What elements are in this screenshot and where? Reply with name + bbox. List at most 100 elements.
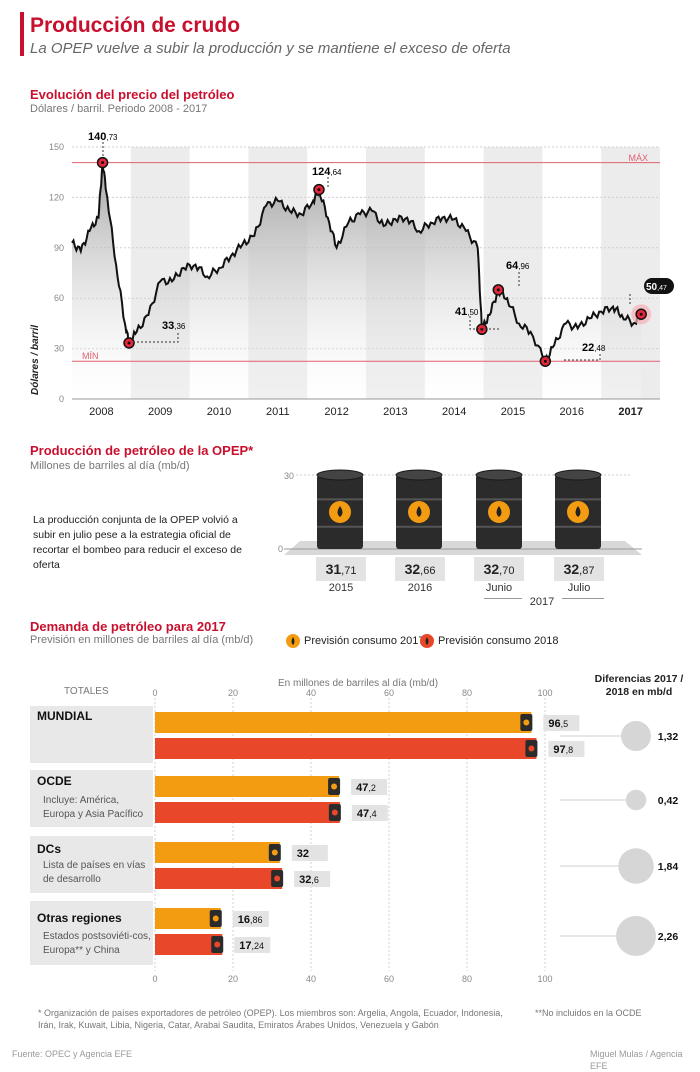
- group-box-dcs: [30, 836, 153, 893]
- y-tick-label: 30: [54, 344, 64, 354]
- group-desc-otras: Estados postsoviéti-cos, Europa** y Chin…: [43, 931, 151, 956]
- highlight-point-center: [543, 359, 547, 363]
- demand-axis-title: En millones de barriles al día (mb/d): [278, 678, 439, 689]
- demand-bar: [155, 738, 537, 759]
- highlight-point-center: [127, 341, 131, 345]
- demand-bar: [155, 908, 221, 929]
- page-title: Producción de crudo: [30, 14, 241, 37]
- demand-bar: [155, 712, 532, 733]
- demand-x-tick-bottom: 40: [306, 974, 316, 984]
- demand-x-tick-bottom: 20: [228, 974, 238, 984]
- x-tick-label: 2013: [383, 406, 407, 418]
- min-label: MÍN: [82, 351, 99, 361]
- y-tick-label: 60: [54, 293, 64, 303]
- callout-140: 140,73: [88, 131, 118, 159]
- y-tick-label: 150: [49, 142, 64, 152]
- group-title-ocde: OCDE: [37, 774, 72, 788]
- demand-value-label: 97,8: [553, 744, 573, 756]
- highlight-point-center: [496, 288, 500, 292]
- barrel-drop: [528, 745, 535, 752]
- prod-value: 32,66: [395, 557, 445, 581]
- callout-50: 50,47: [629, 278, 674, 306]
- demand-value-label: 47,4: [357, 808, 377, 820]
- demand-value-label: 96,5: [548, 718, 568, 730]
- max-label: MÁX: [628, 153, 648, 163]
- prod-value-int: 32: [483, 561, 500, 577]
- demand-value-box: [294, 871, 331, 887]
- prod-year-label: Junio: [485, 582, 513, 594]
- demand-value-box: [351, 779, 388, 795]
- highlight-point-center: [317, 188, 321, 192]
- footer-note-2: **No incluidos en la OCDE: [535, 1008, 642, 1018]
- svg-text:124,64: 124,64: [312, 166, 342, 178]
- svg-text:64,96: 64,96: [506, 260, 530, 272]
- legend-2018: Previsión consumo 2018: [420, 634, 558, 648]
- price-chart: MÁX MÍN Dólares / barril 150 120 90 60 30 0 2…: [30, 131, 674, 418]
- prod-year-label: Julio: [567, 582, 591, 594]
- drop-orange-icon: [286, 634, 300, 648]
- y-tick-label: 0: [59, 394, 64, 404]
- prod-value-int: 32: [404, 561, 421, 577]
- y-axis-label: Dólares / barril: [30, 325, 41, 395]
- barrel-drop: [271, 849, 278, 856]
- demand-x-tick-bottom: 80: [462, 974, 472, 984]
- demand-value-box: [234, 937, 271, 953]
- group-box-mundial: [30, 706, 153, 763]
- prod-value-int: 32: [563, 561, 580, 577]
- demand-value-box: [543, 715, 580, 731]
- demand-x-tick-bottom: 60: [384, 974, 394, 984]
- demand-value-label: 32: [297, 848, 309, 860]
- demand-bar: [155, 934, 223, 955]
- demand-value-label: 17,24: [239, 940, 264, 952]
- prod-year-label: 2016: [407, 582, 433, 594]
- group-desc-dcs: Lista de países en vías de desarrollo: [43, 860, 146, 885]
- x-tick-label: 2011: [266, 406, 290, 418]
- group-title-otras: Otras regiones: [37, 911, 122, 925]
- demand-value-box: [548, 741, 585, 757]
- legend-2017: Previsión consumo 2017: [286, 634, 424, 648]
- demand-x-tick-bottom: 0: [152, 974, 157, 984]
- demand-value-label: 16,86: [238, 914, 263, 926]
- title-accent-bar: [20, 12, 24, 56]
- demand-bar: [155, 842, 280, 863]
- prod-axis-top: 30: [284, 471, 294, 481]
- x-tick-label: 2016: [560, 406, 584, 418]
- callout-22: 22,48: [564, 342, 606, 361]
- prod-year-label: 2015: [328, 582, 354, 594]
- diff-bubble: [618, 848, 654, 884]
- production-section-subtitle: Millones de barriles al día (mb/d): [30, 460, 190, 472]
- x-tick-label: 2010: [207, 406, 231, 418]
- group-desc-ocde: Incluye: América, Europa y Asia Pacífico: [43, 795, 144, 820]
- demand-x-tick-bottom: 100: [537, 974, 552, 984]
- x-tick-label: 2012: [324, 406, 348, 418]
- prod-axis-bottom: 0: [278, 544, 283, 554]
- prod-value-int: 31: [325, 561, 342, 577]
- demand-bar: [155, 776, 340, 797]
- svg-text:50,47: 50,47: [646, 282, 667, 293]
- diff-bubble: [625, 789, 647, 811]
- group-box-ocde: [30, 770, 153, 827]
- group-box-otras: [30, 901, 153, 965]
- page-subtitle: La OPEP vuelve a subir la producción y s…: [30, 40, 511, 57]
- demand-chart: 0 0 20 20 40 40 60 60 80 80 100 100 96,5 47,2 32 16,86…: [152, 688, 679, 984]
- callout-33: 33,36: [133, 320, 186, 343]
- demand-value-label: 32,6: [299, 874, 319, 886]
- diff-bubble: [616, 916, 656, 956]
- barrel: [475, 469, 523, 549]
- prod-year-2017: 2017: [522, 596, 562, 608]
- diff-title: Diferencias 2017 / 2018 en mb/d: [594, 673, 684, 698]
- prod-value: 31,71: [316, 557, 366, 581]
- svg-text:41,50: 41,50: [455, 306, 479, 318]
- diff-value: 2,26: [658, 931, 679, 943]
- svg-text:33,36: 33,36: [162, 320, 186, 332]
- demand-bar: [155, 802, 340, 823]
- demand-x-tick-top: 40: [306, 688, 316, 698]
- barrel-drop: [331, 809, 338, 816]
- callout-41: 41,50: [455, 306, 500, 330]
- prod-value-dec: ,87: [579, 565, 595, 577]
- price-section-subtitle: Dólares / barril. Periodo 2008 - 2017: [30, 103, 208, 115]
- prod-value-dec: ,66: [420, 565, 436, 577]
- price-section-title: Evolución del precio del petróleo: [30, 87, 235, 102]
- prod-value-dec: ,70: [499, 565, 515, 577]
- diff-value: 1,84: [658, 861, 679, 873]
